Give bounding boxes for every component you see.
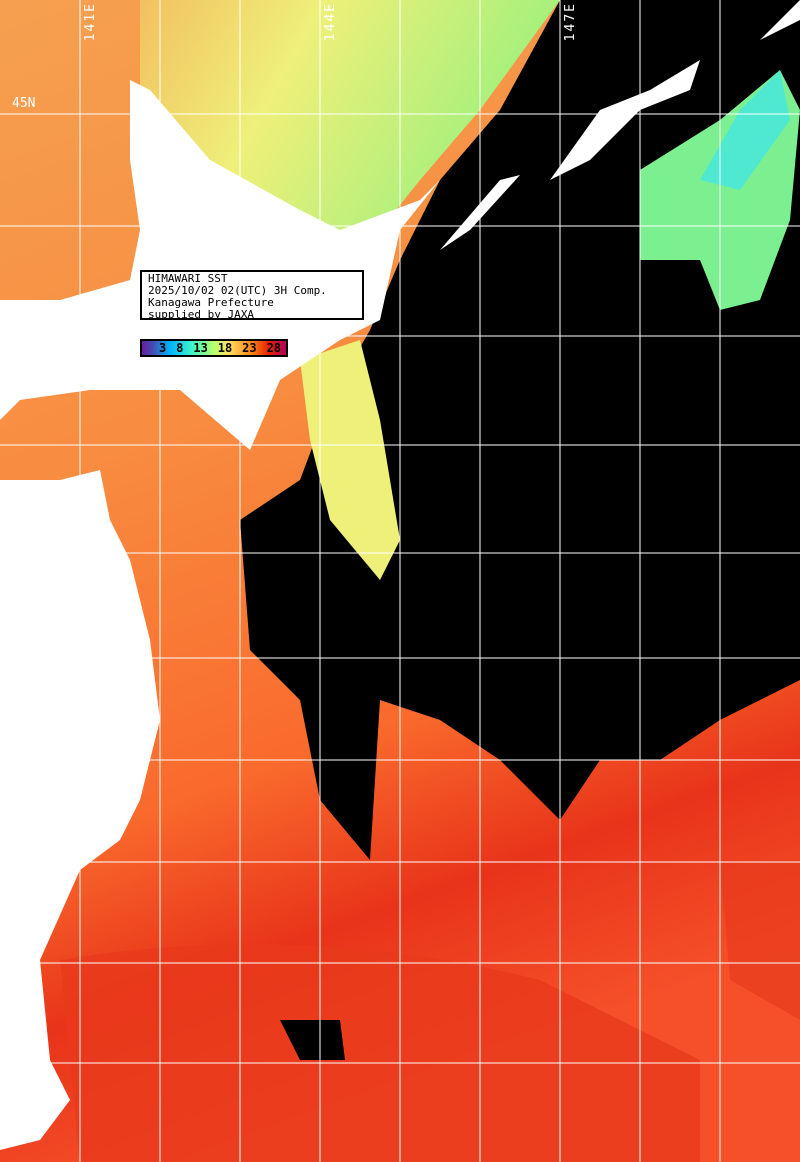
warm-east bbox=[720, 860, 800, 1020]
hokkaido-land bbox=[0, 80, 440, 450]
lon-label-141e: 141E bbox=[83, 2, 98, 42]
info-organization: Kanagawa Prefecture bbox=[148, 296, 274, 309]
info-title: HIMAWARI SST bbox=[148, 272, 228, 285]
color-scale-bar: 3 8 13 18 23 28 bbox=[140, 339, 288, 357]
info-box: HIMAWARI SST 2025/10/02 02(UTC) 3H Comp.… bbox=[140, 270, 364, 321]
info-datetime: 2025/10/02 02(UTC) 3H Comp. bbox=[148, 284, 327, 297]
yellow-coastal bbox=[300, 340, 400, 580]
warm-core bbox=[60, 944, 700, 1162]
kuril-island-2 bbox=[550, 60, 700, 180]
cloud-south bbox=[280, 1020, 345, 1060]
lat-label-45n: 45N bbox=[12, 96, 36, 111]
scale-tick: 23 bbox=[242, 341, 257, 355]
scale-tick: 18 bbox=[217, 341, 233, 355]
info-source: supplied by JAXA bbox=[148, 308, 254, 321]
kuril-island-3 bbox=[760, 0, 800, 40]
scale-tick: 3 bbox=[158, 341, 167, 355]
scale-tick: 28 bbox=[266, 341, 282, 355]
lon-label-144e: 144E bbox=[323, 2, 338, 42]
cloud-cyan-patch bbox=[700, 70, 790, 190]
okhotsk-sea bbox=[140, 0, 560, 230]
scale-tick: 8 bbox=[176, 341, 184, 355]
lon-label-147e: 147E bbox=[563, 2, 578, 42]
scale-tick: 13 bbox=[193, 341, 208, 355]
